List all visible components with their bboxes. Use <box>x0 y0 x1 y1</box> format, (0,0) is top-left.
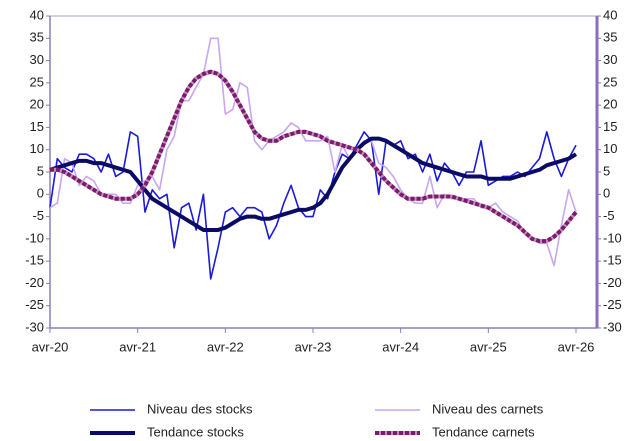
legend-label: Tendance stocks <box>147 424 244 439</box>
y-tick-label: -15 <box>25 253 44 268</box>
series-line <box>50 69 578 244</box>
y-tick-label: -30 <box>25 319 44 334</box>
y-tick-label: -20 <box>25 275 44 290</box>
y2-tick-label: 20 <box>603 97 617 112</box>
y2-tick-label: -5 <box>603 208 615 223</box>
legend-label: Tendance carnets <box>432 424 535 439</box>
series-line <box>49 37 577 267</box>
y2-tick-label: 5 <box>603 163 610 178</box>
y2-tick-label: 40 <box>603 7 617 22</box>
y-tick-label: -5 <box>32 208 44 223</box>
y-tick-label: 15 <box>30 119 44 134</box>
y2-tick-label: 0 <box>603 186 610 201</box>
y2-tick-label: 10 <box>603 141 617 156</box>
legend-label: Niveau des stocks <box>147 401 253 416</box>
x-tick-label: avr-26 <box>558 339 595 354</box>
y-tick-label: 25 <box>30 74 44 89</box>
y2-tick-label: -30 <box>603 319 622 334</box>
x-tick-label: avr-23 <box>295 339 332 354</box>
y2-tick-label: 25 <box>603 74 617 89</box>
y-tick-label: 30 <box>30 52 44 67</box>
y-tick-label: -10 <box>25 230 44 245</box>
series-line <box>49 136 578 232</box>
x-tick-label: avr-22 <box>207 339 244 354</box>
series-line <box>49 131 577 280</box>
y-tick-label: -25 <box>25 297 44 312</box>
y2-tick-label: -25 <box>603 297 622 312</box>
y-tick-label: 40 <box>30 7 44 22</box>
y-tick-label: 20 <box>30 97 44 112</box>
y2-tick-label: -15 <box>603 253 622 268</box>
legend-label: Niveau des carnets <box>432 401 544 416</box>
y2-tick-label: -10 <box>603 230 622 245</box>
y-tick-label: 35 <box>30 30 44 45</box>
y2-tick-label: 15 <box>603 119 617 134</box>
y-tick-label: 0 <box>37 186 44 201</box>
y2-tick-label: -20 <box>603 275 622 290</box>
y-tick-label: 5 <box>37 163 44 178</box>
x-tick-label: avr-20 <box>32 339 69 354</box>
y-tick-label: 10 <box>30 141 44 156</box>
y2-tick-label: 35 <box>603 30 617 45</box>
x-tick-label: avr-25 <box>470 339 507 354</box>
x-tick-label: avr-21 <box>119 339 156 354</box>
y2-tick-label: 30 <box>603 52 617 67</box>
x-tick-label: avr-24 <box>382 339 419 354</box>
